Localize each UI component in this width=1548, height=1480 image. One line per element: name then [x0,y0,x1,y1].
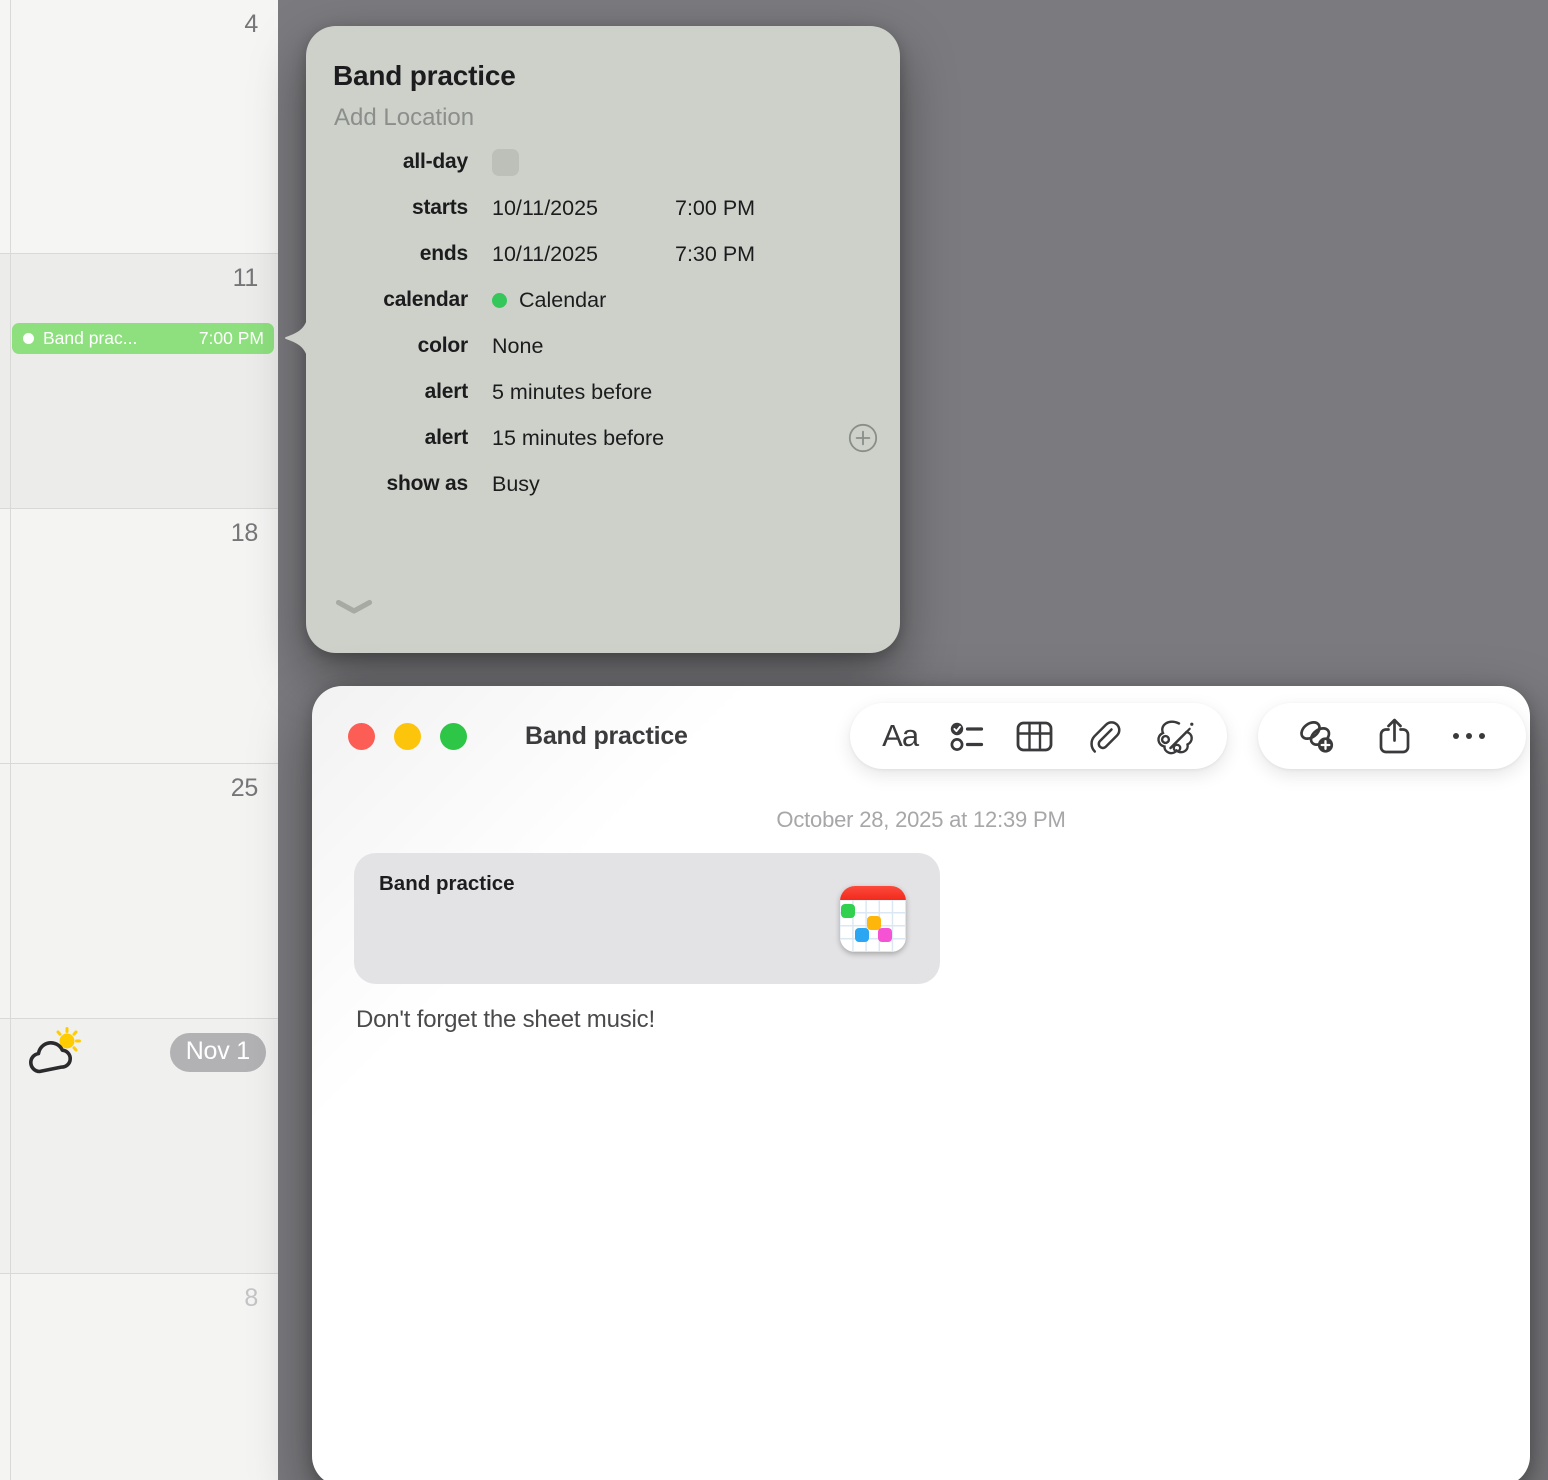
calendar-color-dot-icon [492,292,507,308]
calendar-app-icon [840,886,906,952]
calendar-day-cell[interactable]: 4 [0,0,278,253]
table-icon[interactable] [1016,720,1053,753]
event-popover: Band practice Add Location all-day start… [285,26,900,653]
column-divider [10,0,11,1480]
calendar-label: calendar [383,288,468,311]
alert-row-1: alert 5 minutes before [306,369,900,415]
day-number: 25 [230,774,259,802]
event-pill-title: Band prac... [43,328,138,348]
minimize-button[interactable] [394,723,421,750]
show-as-label: show as [386,472,469,495]
add-link-icon[interactable] [1296,717,1338,755]
event-title-field[interactable]: Band practice [333,60,516,91]
close-button[interactable] [348,723,375,750]
calendar-row: calendar Calendar [306,277,900,323]
starts-row: starts 10/11/2025 7:00 PM [306,185,900,231]
day-number: 4 [244,10,258,38]
calendar-select-value: Calendar [519,287,607,312]
event-fields: all-day starts 10/11/2025 7:00 PM ends 1… [306,139,900,507]
note-timestamp: October 28, 2025 at 12:39 PM [776,807,1066,832]
all-day-checkbox[interactable] [492,148,519,176]
alert-row-2: alert 15 minutes before [306,415,900,461]
note-body-text[interactable]: Don't forget the sheet music! [356,1006,655,1033]
attachment-icon[interactable] [1086,718,1123,755]
color-select[interactable]: None [492,333,544,358]
all-day-label: all-day [402,150,468,173]
show-as-select[interactable]: Busy [492,471,540,496]
day-number: 11 [232,264,259,292]
popover-arrow [285,310,308,366]
ends-row: ends 10/11/2025 7:30 PM [306,231,900,277]
calendar-day-cell[interactable]: 8 [0,1273,278,1480]
event-dot-icon [23,333,34,344]
share-icon[interactable] [1377,716,1412,756]
starts-time-field[interactable]: 7:00 PM [675,195,756,220]
day-number: 8 [244,1284,258,1312]
starts-label: starts [412,196,468,219]
zoom-button[interactable] [440,723,467,750]
notes-window: Band practice Aa [312,686,1530,1480]
alert-select-2[interactable]: 15 minutes before [492,425,665,450]
ends-time-field[interactable]: 7:30 PM [675,241,756,266]
calendar-day-cell[interactable]: 11 Band prac... 7:00 PM [0,253,278,508]
event-location-field[interactable]: Add Location [334,104,475,131]
calendar-day-cell[interactable]: 18 [0,508,278,763]
collapse-chevron-icon[interactable] [334,598,374,616]
partly-cloudy-icon [29,1027,81,1074]
calendar-select[interactable]: Calendar [492,288,606,313]
ends-date-field[interactable]: 10/11/2025 [492,241,599,266]
color-row: color None [306,323,900,369]
calendar-day-cell[interactable]: Nov 1 [0,1018,278,1273]
show-as-row: show as Busy [306,461,900,507]
format-toolbar: Aa [850,703,1227,769]
actions-toolbar [1258,703,1526,769]
add-alert-button[interactable] [848,423,878,453]
month-start-badge: Nov 1 [169,1033,266,1072]
more-icon[interactable] [1450,731,1488,741]
calendar-day-cell[interactable]: 25 [0,763,278,1018]
color-label: color [417,334,469,357]
ends-label: ends [419,242,468,265]
window-title: Band practice [525,722,688,750]
calendar-month-column: 4 11 Band prac... 7:00 PM 18 25 Nov 1 [0,0,278,1480]
checklist-icon[interactable] [950,721,984,752]
all-day-row: all-day [306,139,900,185]
event-pill-time: 7:00 PM [198,328,264,348]
starts-date-field[interactable]: 10/11/2025 [492,195,599,220]
writing-tools-icon[interactable] [1155,717,1195,755]
alert-label: alert [424,426,469,449]
format-icon[interactable]: Aa [882,718,919,753]
event-pill[interactable]: Band prac... 7:00 PM [12,323,274,354]
day-number: 18 [230,519,259,547]
alert-select-1[interactable]: 5 minutes before [492,379,653,404]
calendar-attachment-card[interactable]: Band practice [354,853,940,984]
window-controls [348,723,467,750]
alert-label: alert [424,380,469,403]
attachment-title: Band practice [379,872,515,895]
